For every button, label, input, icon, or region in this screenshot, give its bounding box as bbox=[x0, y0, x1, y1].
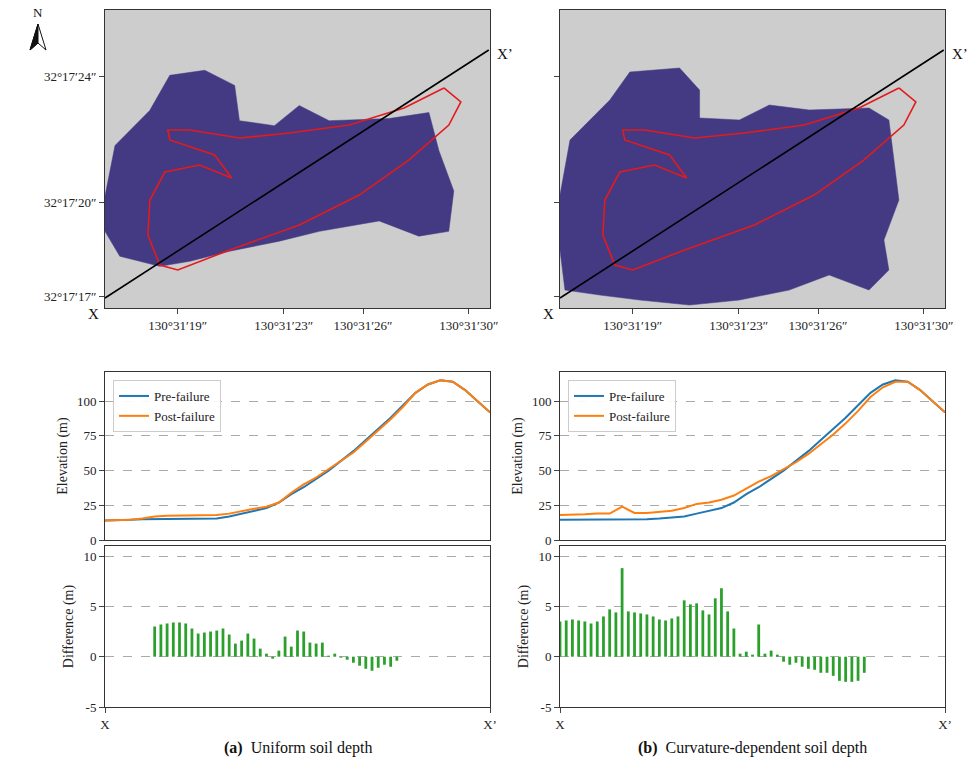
svg-text:130°31′26″: 130°31′26″ bbox=[334, 318, 393, 333]
svg-text:N: N bbox=[33, 5, 43, 20]
svg-text:130°31′23″: 130°31′23″ bbox=[254, 318, 313, 333]
svg-text:0: 0 bbox=[545, 533, 552, 548]
svg-text:0: 0 bbox=[90, 533, 97, 548]
svg-text:32°17′17″: 32°17′17″ bbox=[44, 289, 96, 304]
svg-text:100: 100 bbox=[77, 394, 97, 409]
svg-text:Difference (m): Difference (m) bbox=[516, 585, 532, 669]
svg-text:10: 10 bbox=[538, 549, 551, 564]
svg-text:Pre-failure: Pre-failure bbox=[609, 389, 665, 404]
svg-text:X: X bbox=[543, 306, 554, 322]
svg-text:X: X bbox=[100, 717, 110, 732]
svg-text:(a) Uniform soil depth: (a) Uniform soil depth bbox=[224, 739, 372, 757]
svg-text:75: 75 bbox=[83, 428, 96, 443]
svg-text:0: 0 bbox=[545, 649, 552, 664]
svg-text:130°31′19″: 130°31′19″ bbox=[603, 318, 662, 333]
svg-text:Post-failure: Post-failure bbox=[609, 409, 670, 424]
svg-text:130°31′23″: 130°31′23″ bbox=[709, 318, 768, 333]
svg-text:Elevation (m): Elevation (m) bbox=[55, 417, 71, 495]
svg-text:130°31′19″: 130°31′19″ bbox=[148, 318, 207, 333]
svg-text:X’: X’ bbox=[952, 46, 968, 62]
svg-text:50: 50 bbox=[538, 463, 551, 478]
svg-text:10: 10 bbox=[83, 549, 96, 564]
svg-text:75: 75 bbox=[538, 428, 551, 443]
svg-text:25: 25 bbox=[538, 498, 551, 513]
svg-text:Elevation (m): Elevation (m) bbox=[510, 417, 526, 495]
svg-text:Difference (m): Difference (m) bbox=[61, 585, 77, 669]
svg-text:100: 100 bbox=[532, 394, 552, 409]
svg-text:130°31′26″: 130°31′26″ bbox=[789, 318, 848, 333]
svg-text:0: 0 bbox=[90, 649, 97, 664]
svg-text:-5: -5 bbox=[86, 700, 97, 715]
svg-text:-5: -5 bbox=[541, 700, 552, 715]
svg-text:X’: X’ bbox=[938, 717, 952, 732]
svg-text:5: 5 bbox=[545, 599, 552, 614]
svg-text:25: 25 bbox=[83, 498, 96, 513]
svg-text:50: 50 bbox=[83, 463, 96, 478]
svg-text:32°17′20″: 32°17′20″ bbox=[44, 195, 96, 210]
svg-text:5: 5 bbox=[90, 599, 97, 614]
svg-text:32°17′24″: 32°17′24″ bbox=[44, 69, 96, 84]
svg-text:X: X bbox=[88, 306, 99, 322]
svg-text:(b) Curvature-dependent soil: (b) Curvature-dependent soil depth bbox=[638, 739, 867, 757]
svg-text:X’: X’ bbox=[483, 717, 497, 732]
svg-text:130°31′30″: 130°31′30″ bbox=[894, 318, 953, 333]
svg-text:X: X bbox=[555, 717, 565, 732]
svg-text:Post-failure: Post-failure bbox=[154, 409, 215, 424]
svg-text:130°31′30″: 130°31′30″ bbox=[439, 318, 498, 333]
svg-text:X’: X’ bbox=[497, 46, 513, 62]
svg-text:Pre-failure: Pre-failure bbox=[154, 389, 210, 404]
